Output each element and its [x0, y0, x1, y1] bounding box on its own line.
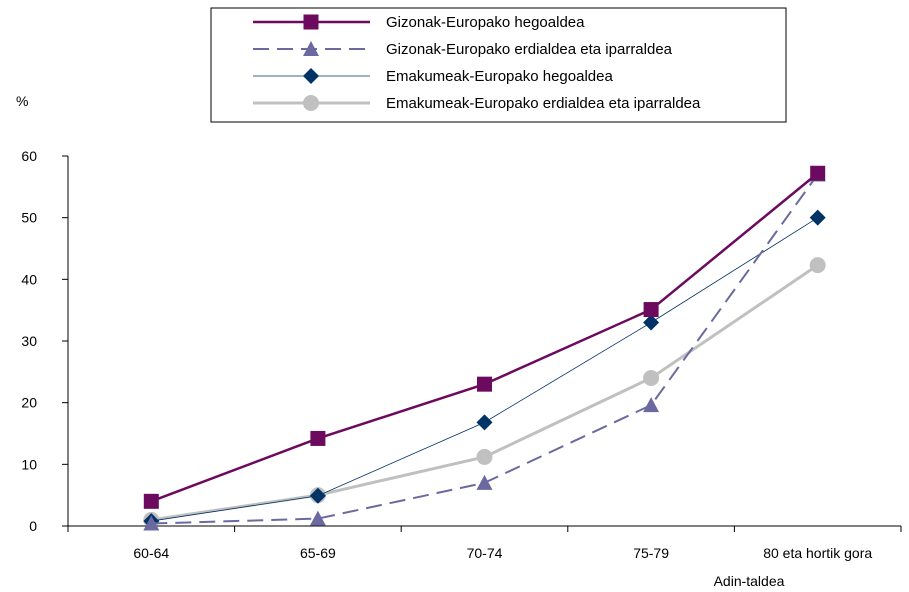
y-tick-label: 60: [21, 148, 37, 164]
data-point: [810, 165, 826, 181]
data-point: [476, 414, 493, 431]
legend-item: Emakumeak-Europako erdialdea eta iparral…: [253, 95, 701, 112]
y-tick-label: 40: [21, 271, 37, 287]
data-point: [309, 510, 326, 526]
legend-label: Emakumeak-Europako erdialdea eta iparral…: [386, 95, 701, 112]
series-layer: [143, 165, 826, 531]
series-3: [143, 209, 826, 530]
data-point: [643, 397, 660, 413]
x-axis-title: Adin-taldea: [714, 573, 785, 589]
y-tick-label: 10: [21, 456, 37, 472]
legend-label: Emakumeak-Europako hegoaldea: [386, 68, 613, 85]
data-point: [809, 257, 826, 274]
legend-swatch-marker: [303, 14, 319, 30]
legend-swatch-marker: [303, 41, 319, 56]
x-tick-label: 60-64: [133, 545, 169, 561]
data-point: [476, 448, 493, 465]
y-tick-label: 20: [21, 395, 37, 411]
data-point: [476, 474, 493, 490]
y-tick-label: 50: [21, 210, 37, 226]
data-point: [309, 487, 326, 504]
data-point: [643, 314, 660, 331]
x-tick-label: 80 eta hortik gora: [763, 545, 872, 561]
series-2: [143, 166, 826, 531]
data-point: [643, 370, 660, 386]
data-point: [310, 430, 326, 446]
legend-label: Gizonak-Europako erdialdea eta iparralde…: [386, 41, 673, 58]
legend: Gizonak-Europako hegoaldea Gizonak-Europa…: [210, 7, 787, 123]
legend-swatch-marker: [303, 95, 319, 111]
legend-item: Gizonak-Europako erdialdea eta iparralde…: [253, 41, 673, 58]
legend-swatch-marker: [303, 68, 319, 84]
axes: 0 10 20 30 40 50 60 60-64 65-69 70-74 75-79 80 eta …: [21, 148, 902, 561]
legend-label: Gizonak-Europako hegoaldea: [386, 14, 585, 31]
data-point: [809, 209, 826, 226]
data-point: [643, 302, 659, 318]
data-point: [143, 493, 159, 509]
legend-item: Emakumeak-Europako hegoaldea: [253, 68, 613, 85]
data-point: [477, 376, 492, 392]
data-point: [143, 515, 160, 531]
y-tick-label: 0: [29, 518, 37, 534]
series-1: [143, 165, 826, 509]
y-tick-label: 30: [21, 333, 37, 349]
legend-item: Gizonak-Europako hegoaldea: [253, 14, 585, 31]
x-tick-label: 75-79: [633, 545, 669, 561]
y-axis-title: %: [16, 93, 28, 109]
x-tick-label: 70-74: [467, 545, 503, 561]
x-tick-label: 65-69: [300, 545, 336, 561]
series-line: [151, 173, 819, 525]
